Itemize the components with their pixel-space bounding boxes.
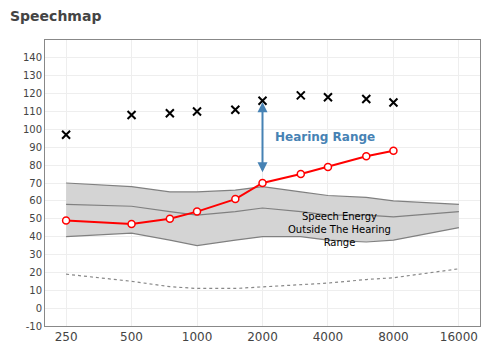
svg-text:110: 110 (23, 106, 42, 117)
svg-text:8000: 8000 (378, 330, 409, 344)
svg-text:100: 100 (23, 124, 42, 135)
svg-text:130: 130 (23, 70, 42, 81)
svg-text:1000: 1000 (182, 330, 213, 344)
svg-text:Speech EnergyOutside The Heari: Speech EnergyOutside The HearingRange (288, 211, 391, 248)
svg-text:0: 0 (36, 303, 42, 314)
svg-text:30: 30 (29, 249, 42, 260)
svg-text:90: 90 (29, 142, 42, 153)
svg-text:250: 250 (55, 330, 78, 344)
svg-text:Hearing Range: Hearing Range (275, 130, 375, 144)
svg-text:20: 20 (29, 267, 42, 278)
svg-text:10: 10 (29, 285, 42, 296)
svg-text:50: 50 (29, 213, 42, 224)
svg-text:-10: -10 (26, 321, 42, 332)
svg-text:140: 140 (23, 52, 42, 63)
svg-text:40: 40 (29, 231, 42, 242)
svg-text:16000: 16000 (440, 330, 478, 344)
svg-text:70: 70 (29, 178, 42, 189)
svg-text:60: 60 (29, 195, 42, 206)
svg-text:4000: 4000 (313, 330, 344, 344)
svg-text:Speechmap: Speechmap (10, 8, 101, 24)
svg-text:120: 120 (23, 88, 42, 99)
svg-text:80: 80 (29, 160, 42, 171)
svg-text:2000: 2000 (247, 330, 278, 344)
svg-text:500: 500 (120, 330, 143, 344)
